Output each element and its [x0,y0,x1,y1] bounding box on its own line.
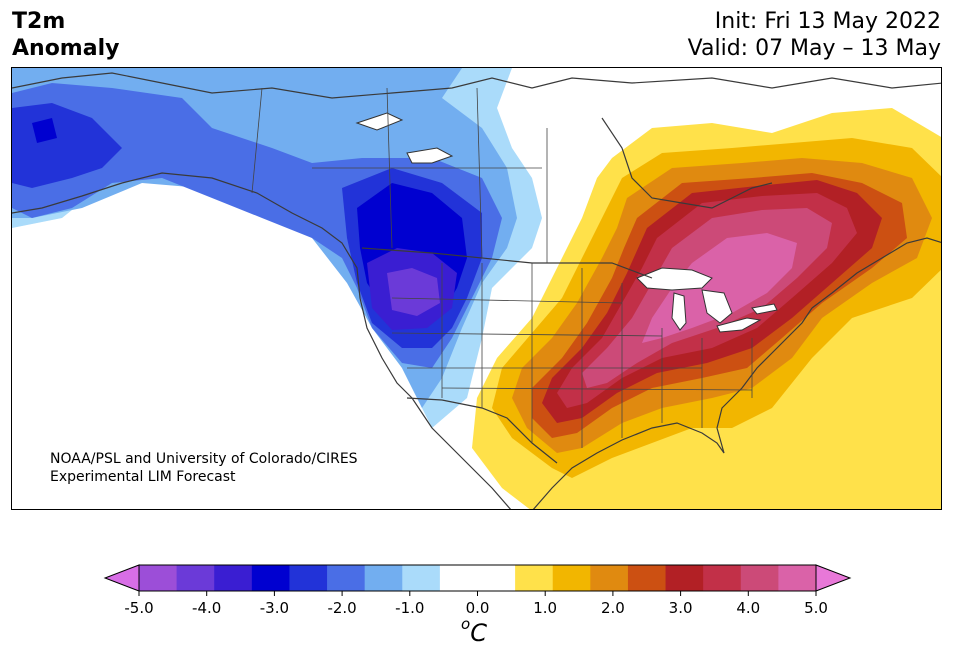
cold-band-7b [32,118,57,143]
colorbar-segment [665,565,704,591]
colorbar-tick-label: -3.0 [259,599,290,617]
title-variable: T2m [12,9,66,34]
colorbar-segment [590,565,629,591]
valid-range: Valid: 07 May – 13 May [687,36,941,61]
colorbar-segment [552,565,591,591]
border-line [476,87,483,259]
colorbar-tick-label: 5.0 [804,599,828,617]
arctic-coast [12,72,941,99]
init-date: Init: Fri 13 May 2022 [714,9,941,34]
colorbar-tick-label: 1.0 [533,599,558,617]
colorbar-segment [251,565,290,591]
colorbar-tick-label: 0.0 [465,599,490,617]
lake-ontario [751,303,778,315]
gulf-coast [532,307,813,509]
cold-band-7 [387,268,440,316]
colorbar-segment [402,565,441,591]
credit-line-1: NOAA/PSL and University of Colorado/CIRE… [50,451,358,467]
colorbar-segment [515,565,554,591]
colorbar-segment [740,565,779,591]
border-line [441,387,753,391]
colorbar-tick-label: -1.0 [395,599,425,617]
colorbar-tick-label: 2.0 [600,599,625,617]
lake-slave [355,112,404,131]
pacific-coast [12,172,512,509]
unit-superscript: o [461,615,471,633]
border-line [251,87,263,194]
colorbar-segment [364,565,403,591]
colorbar-tick-label: -2.0 [327,599,357,617]
mexico-border [406,397,558,464]
great-lakes [355,112,778,333]
colorbar-segment [139,565,178,591]
lake-superior [636,267,713,291]
anomaly-map: NOAA/PSL and University of Colorado/CIRE… [11,67,942,510]
colorbar-tick-label: 3.0 [668,599,693,617]
colorbar-segment [778,565,817,591]
colorbar-segment [627,565,667,591]
colorbar-tick-label: 4.0 [736,599,761,617]
lake-huron [701,289,733,324]
credit-line-2: Experimental LIM Forecast [50,469,236,485]
hudson-bay [601,117,773,209]
atlantic-coast [811,237,941,309]
state-borders [251,87,753,448]
map-title: T2m Anomaly [12,8,119,62]
colorbar-segment [176,565,215,591]
colorbar [103,564,852,596]
colorbar-arrow-high [815,564,852,592]
border-line [391,297,623,304]
forecast-dates: Init: Fri 13 May 2022 Valid: 07 May – 13… [688,8,941,62]
title-kind: Anomaly [12,36,120,61]
colorbar-segment [289,565,328,591]
border-line [391,332,663,337]
colorbar-arrow-low [103,564,140,592]
colorbar-segment [214,565,253,591]
colorbar-segment [439,565,478,591]
lake-michigan [671,292,687,331]
colorbar-segment [477,565,516,591]
map-canvas [12,68,941,509]
unit-letter: C [470,619,487,647]
lake-erie [716,317,762,333]
colorbar-segment [703,565,742,591]
colorbar-unit: oC [461,615,487,647]
credit-text: NOAA/PSL and University of Colorado/CIRE… [50,450,358,486]
colorbar-tick-label: -5.0 [124,599,154,617]
colorbar-tick-label: -4.0 [192,599,222,617]
lake-winnipeg [406,147,454,164]
colorbar-segment [327,565,366,591]
